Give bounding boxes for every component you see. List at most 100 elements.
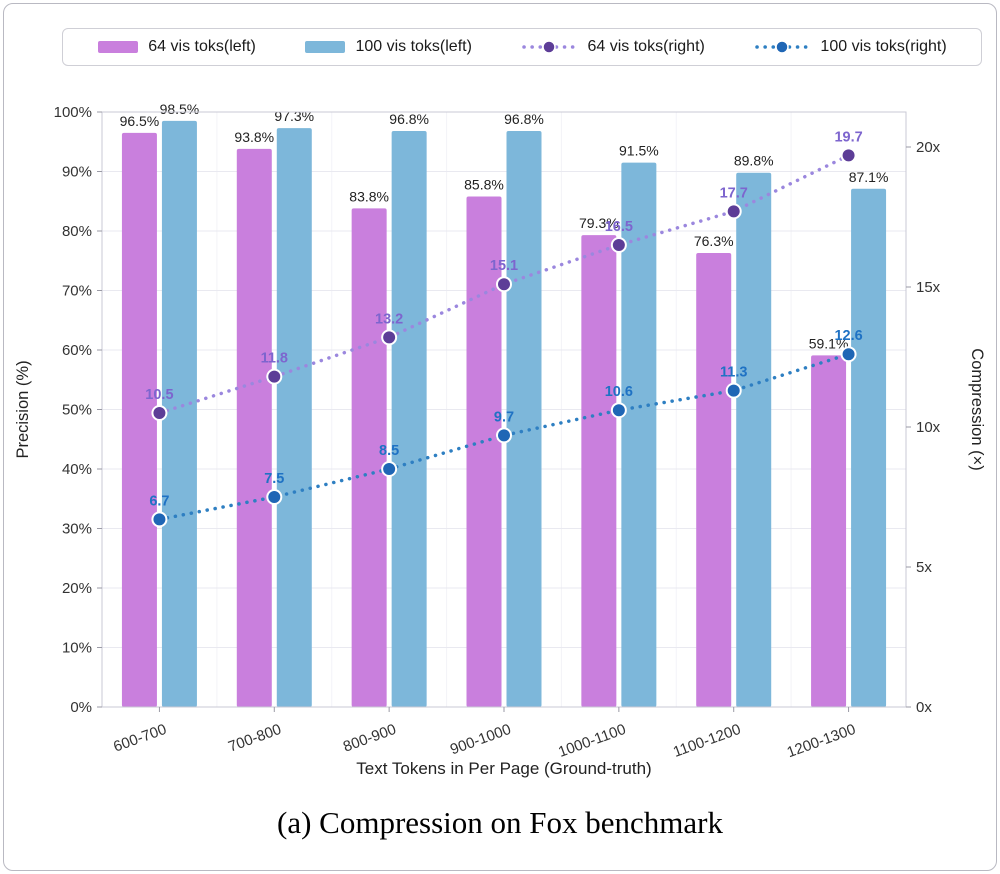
legend-item-line-100: 100 vis toks(right): [753, 38, 947, 56]
line-value-label: 11.8: [261, 351, 288, 367]
chart-container: 96.5% 93.8% 83.8% 85.8% 79.3% 76.3% 59.1% 98.5%…: [4, 72, 996, 791]
marker-100-vis-toks-800-900: [381, 461, 398, 477]
bar-64-vis-toks-800-900: [351, 208, 387, 707]
right-tick-label: 10x: [916, 419, 941, 436]
right-tick-label: 20x: [916, 139, 941, 156]
bar-100-vis-toks-1000-1100: [621, 162, 657, 707]
x-tick-label: 700-800: [226, 721, 284, 756]
marker-64-vis-toks-700-800: [266, 368, 283, 385]
line-value-label: 9.7: [494, 409, 514, 425]
marker-100-vis-toks-1200-1300: [840, 346, 857, 363]
bar-value-label: 76.3%: [694, 233, 734, 249]
marker-100-vis-toks-700-800: [266, 489, 283, 505]
line-value-label: 12.6: [834, 328, 862, 344]
marker-64-vis-toks-1200-1300: [840, 147, 857, 164]
left-tick-label: 10%: [62, 640, 92, 657]
x-tick-label: 900-1000: [448, 721, 513, 759]
bar-64-vis-toks-1100-1200: [696, 253, 732, 707]
right-tick-label: 5x: [916, 559, 932, 576]
line-value-label: 17.7: [720, 185, 748, 201]
bar-value-label: 96.8%: [389, 111, 429, 127]
legend-item-bar-64: 64 vis toks(left): [97, 38, 256, 56]
legend-swatch-bar-64: [98, 41, 139, 53]
x-axis-title: Text Tokens in Per Page (Ground-truth): [356, 759, 651, 778]
legend-item-line-64: 64 vis toks(right): [520, 38, 705, 56]
legend-label-bar-64: 64 vis toks(left): [148, 38, 256, 55]
left-tick-label: 50%: [62, 402, 92, 419]
marker-swatch: [542, 40, 557, 54]
marker-100-vis-toks-900-1000: [496, 427, 512, 444]
marker-100-vis-toks-1000-1100: [610, 402, 627, 419]
legend-label-line-100: 100 vis toks(right): [820, 38, 947, 55]
bar-value-label: 59.1%: [809, 335, 849, 351]
x-tick-label: 1100-1200: [671, 721, 743, 761]
bar-value-label: 96.8%: [504, 111, 544, 127]
marker-100-vis-toks-600-700: [151, 511, 168, 528]
bar-100-vis-toks-800-900: [391, 131, 427, 707]
line-value-label: 11.3: [720, 365, 747, 381]
line-value-label: 13.2: [375, 311, 403, 327]
line-value-label: 8.5: [379, 443, 399, 459]
marker-100-vis-toks-1100-1200: [725, 382, 742, 399]
line-value-label: 10.6: [605, 384, 633, 400]
legend-label-bar-100: 100 vis toks(left): [355, 38, 472, 55]
left-tick-label: 20%: [62, 580, 92, 597]
legend-label-line-64: 64 vis toks(right): [587, 38, 705, 55]
left-tick-label: 40%: [62, 461, 92, 478]
bar-value-label: 89.8%: [734, 153, 774, 169]
bar-64-vis-toks-900-1000: [466, 196, 502, 707]
marker-64-vis-toks-1100-1200: [725, 203, 742, 220]
bar-64-vis-toks-600-700: [121, 132, 157, 707]
bar-value-label: 96.5%: [120, 113, 160, 129]
line-value-label: 19.7: [834, 129, 862, 145]
right-tick-label: 15x: [916, 279, 941, 296]
bar-64-vis-toks-1000-1100: [581, 235, 617, 708]
bar-64-vis-toks-700-800: [236, 148, 272, 707]
bar-100-vis-toks-700-800: [276, 128, 312, 707]
bar-100-vis-toks-1100-1200: [736, 172, 772, 707]
marker-64-vis-toks-600-700: [151, 405, 168, 421]
legend-swatch-line-100: [755, 40, 810, 54]
bar-value-label: 87.1%: [849, 169, 889, 185]
x-tick-label: 800-900: [341, 721, 399, 756]
bar-value-label: 85.8%: [464, 176, 504, 192]
left-tick-label: 30%: [62, 521, 92, 538]
line-value-label: 6.7: [149, 493, 169, 509]
right-axis-title: Compression (×): [968, 348, 986, 470]
legend-item-bar-100: 100 vis toks(left): [304, 38, 472, 56]
bar-value-label: 93.8%: [234, 129, 274, 145]
bar-value-label: 91.5%: [619, 143, 659, 159]
figure-frame: 64 vis toks(left) 100 vis toks(left) 64 …: [3, 3, 997, 871]
line-value-label: 16.5: [605, 219, 633, 235]
bar-swatch: [305, 41, 346, 53]
left-tick-label: 100%: [54, 104, 92, 121]
bar-value-label: 97.3%: [274, 108, 314, 124]
line-value-label: 10.5: [145, 387, 173, 403]
legend-swatch-bar-100: [305, 41, 346, 53]
bar-value-label: 79.3%: [579, 215, 619, 231]
bar-swatch: [98, 41, 139, 53]
bar-64-vis-toks-1200-1300: [811, 355, 847, 707]
chart-legend: 64 vis toks(left) 100 vis toks(left) 64 …: [62, 28, 982, 66]
left-tick-label: 90%: [62, 164, 92, 181]
bar-value-label: 83.8%: [349, 188, 389, 204]
left-tick-label: 60%: [62, 342, 92, 359]
bar-100-vis-toks-1200-1300: [851, 188, 887, 707]
marker-64-vis-toks-800-900: [381, 329, 398, 346]
figure-caption: (a) Compression on Fox benchmark: [277, 805, 723, 840]
marker-64-vis-toks-1000-1100: [610, 237, 627, 253]
bar-100-vis-toks-600-700: [161, 120, 197, 708]
left-tick-label: 70%: [62, 283, 92, 300]
left-tick-label: 0%: [70, 699, 92, 716]
line-value-label: 15.1: [490, 258, 518, 274]
marker-swatch: [775, 40, 790, 54]
left-tick-label: 80%: [62, 223, 92, 240]
left-axis-title: Precision (%): [14, 360, 32, 458]
bar-value-label: 98.5%: [160, 101, 200, 117]
x-tick-label: 600-700: [111, 721, 169, 756]
x-tick-label: 1000-1100: [556, 721, 628, 761]
right-tick-label: 0x: [916, 699, 932, 716]
legend-swatch-line-64: [522, 40, 577, 54]
line-value-label: 7.5: [264, 471, 284, 487]
x-tick-label: 1200-1300: [785, 721, 858, 762]
